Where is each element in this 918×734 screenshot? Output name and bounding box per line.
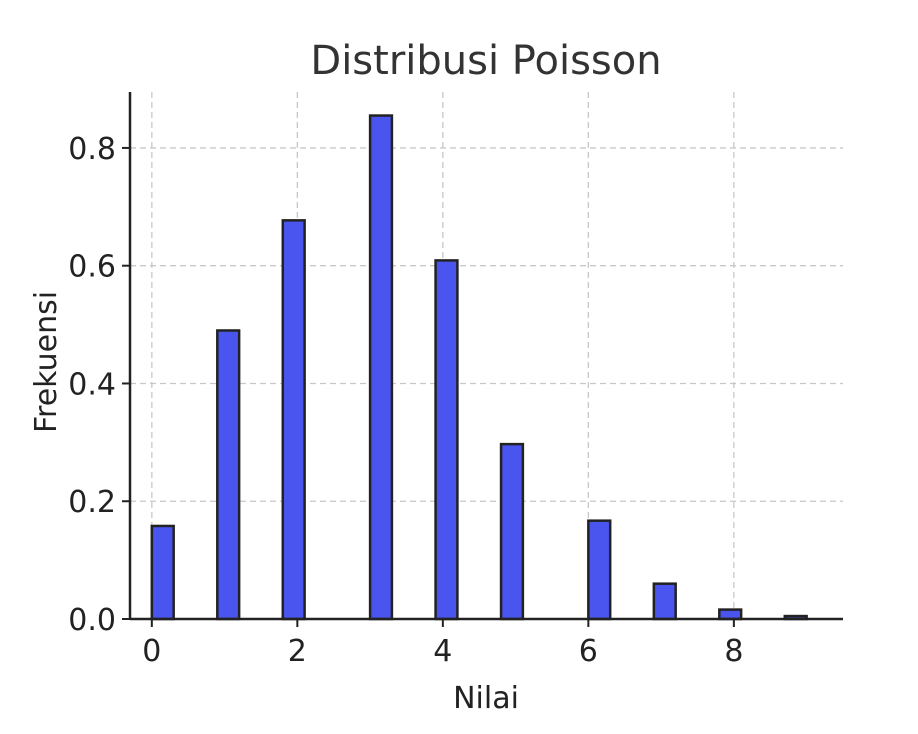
y-tick-label-3: 0.6 [68, 250, 116, 285]
bar-1 [216, 329, 241, 621]
bar-2 [281, 219, 306, 621]
y-axis-label: Frekuensi [29, 291, 64, 433]
x-tick-label-4: 8 [724, 634, 743, 669]
y-tick-label-1: 0.2 [68, 485, 116, 520]
x-tick-label-3: 6 [579, 634, 598, 669]
bars [150, 114, 808, 621]
bar-8 [718, 608, 743, 621]
x-axis-label: Nilai [453, 681, 519, 716]
axes [128, 92, 843, 621]
y-tick-label-0: 0.0 [68, 603, 116, 638]
x-tick-label-2: 4 [433, 634, 452, 669]
bar-6 [587, 519, 612, 621]
bar-5 [499, 442, 525, 621]
x-axis-ticks: 0 2 4 6 8 [142, 619, 743, 669]
y-tick-label-4: 0.8 [68, 132, 116, 167]
y-tick-label-2: 0.4 [68, 367, 116, 402]
bar-3 [368, 114, 394, 621]
x-tick-label-0: 0 [142, 634, 161, 669]
y-axis-ticks: 0.0 0.2 0.4 0.6 0.8 [68, 132, 130, 638]
bar-0 [150, 524, 175, 621]
bar-4 [434, 259, 459, 621]
chart-title: Distribusi Poisson [310, 38, 661, 84]
x-tick-label-1: 2 [288, 634, 307, 669]
bar-7 [652, 582, 677, 621]
